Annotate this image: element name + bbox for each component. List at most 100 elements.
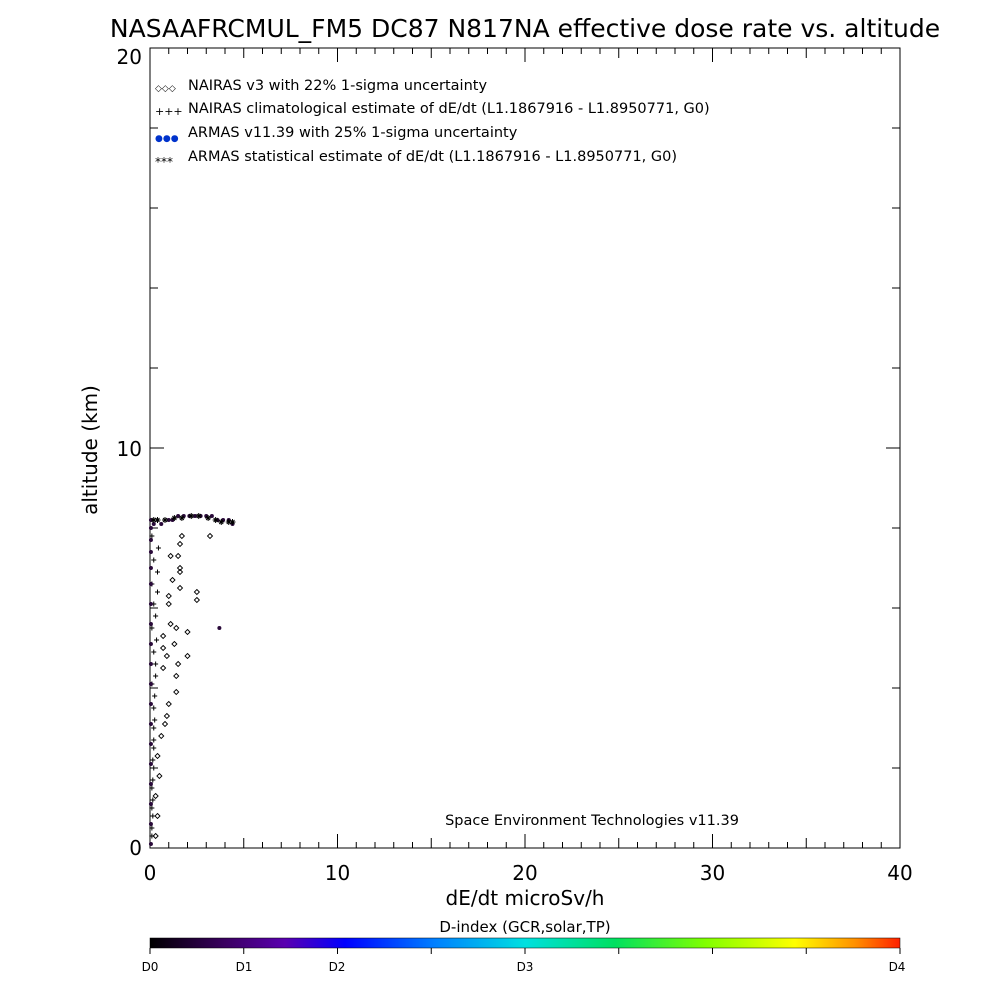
data-points [148, 513, 236, 846]
data-point-plus [150, 797, 156, 803]
data-point-asterisk [218, 519, 225, 525]
data-point-dot [148, 622, 153, 626]
data-point-plus [153, 661, 159, 667]
data-point-dot [148, 526, 153, 530]
data-point-asterisk [171, 515, 178, 521]
data-point-plus [154, 637, 160, 643]
data-point-dot [148, 762, 153, 766]
data-point-diamond [174, 552, 182, 560]
data-point-asterisk [212, 517, 219, 523]
y-tick-label-2: 20 [117, 45, 142, 69]
data-point-dot [159, 522, 164, 526]
data-point-plus [155, 545, 161, 551]
data-point-plus [151, 557, 157, 563]
data-point-plus [150, 777, 156, 783]
data-point-diamond [169, 576, 176, 584]
data-point-dot [148, 842, 153, 846]
data-point-diamond [173, 624, 180, 632]
data-point-diamond [156, 772, 163, 780]
data-point-asterisk [229, 519, 236, 525]
colorbar-title: D-index (GCR,solar,TP) [439, 918, 610, 936]
data-point-diamond [178, 532, 186, 540]
data-point-plus [149, 833, 155, 839]
data-point-diamond [159, 644, 167, 652]
data-point-diamond [206, 532, 214, 540]
data-point-plus [152, 693, 158, 699]
colorbar [149, 937, 901, 949]
data-point-dot [148, 742, 153, 746]
data-point-dot [148, 550, 153, 554]
data-point-dot [148, 702, 153, 706]
data-point-diamond [184, 652, 191, 660]
data-point-asterisk [154, 517, 161, 523]
data-point-plus [151, 705, 157, 711]
axis-ticks [149, 47, 901, 849]
data-point-diamond [159, 664, 167, 672]
data-point-diamond [193, 596, 201, 604]
legend-label-armas-v11: ARMAS v11.39 with 25% 1-sigma uncertaint… [188, 125, 518, 141]
legend: ◇◇◇ NAIRAS v3 with 22% 1-sigma uncertain… [155, 78, 710, 169]
legend-symbol-armas-v11: ●●● [155, 134, 179, 144]
data-point-diamond [152, 792, 159, 800]
plot-frame [149, 47, 901, 849]
data-point-dot [209, 514, 214, 518]
colorbar-label-d0: D0 [142, 960, 159, 974]
data-point-plus [152, 717, 158, 723]
data-point-diamond [174, 660, 182, 668]
data-point-dot [151, 522, 156, 526]
legend-symbol-armas-statistical: *** [155, 155, 173, 169]
data-point-dot [176, 514, 181, 518]
data-point-diamond [165, 700, 172, 708]
data-point-diamond [167, 620, 174, 628]
colorbar-label-d2: D2 [329, 960, 346, 974]
data-point-diamond [163, 712, 171, 720]
data-point-dot [166, 518, 171, 522]
data-point-diamond [176, 564, 184, 572]
data-point-dot [148, 602, 153, 606]
data-point-asterisk [205, 515, 212, 521]
data-point-diamond [163, 652, 171, 660]
data-point-diamond [173, 672, 180, 680]
legend-symbol-nairas-climatological: +++ [155, 105, 183, 118]
data-point-plus [153, 673, 159, 679]
data-point-dot [148, 566, 153, 570]
data-point-dot [148, 722, 153, 726]
x-axis-label: dE/dt microSv/h [446, 886, 605, 910]
data-point-dot [148, 642, 153, 646]
data-point-plus [153, 613, 159, 619]
data-point-asterisk [162, 517, 168, 523]
data-point-plus [149, 825, 155, 831]
data-point-diamond [167, 552, 174, 560]
legend-label-nairas-v3: NAIRAS v3 with 22% 1-sigma uncertainty [188, 78, 487, 94]
data-point-diamond [176, 584, 184, 592]
data-point-diamond [193, 588, 201, 596]
legend-label-armas-statistical: ARMAS statistical estimate of dE/dt (L1.… [188, 149, 677, 165]
data-point-plus [149, 785, 155, 791]
data-point-asterisk [188, 513, 195, 519]
x-tick-label-0: 0 [144, 861, 157, 885]
data-point-asterisk [225, 519, 232, 525]
data-point-dot [148, 662, 153, 666]
data-point-diamond [165, 592, 172, 600]
data-point-plus [151, 737, 157, 743]
data-point-plus [149, 805, 155, 811]
chart-title: NASAAFRCMUL_FM5 DC87 N817NA effective do… [110, 14, 940, 43]
data-point-diamond [176, 568, 184, 576]
data-point-plus [151, 649, 157, 655]
y-axis-label: altitude (km) [78, 385, 102, 515]
data-point-plus [149, 625, 155, 631]
data-point-plus [150, 813, 156, 819]
colorbar-label-d3: D3 [517, 960, 534, 974]
legend-symbol-nairas-v3: ◇◇◇ [155, 84, 176, 94]
data-point-plus [155, 589, 160, 595]
data-point-asterisk [195, 513, 202, 519]
data-point-dot [148, 822, 153, 826]
credit-text: Space Environment Technologies v11.39 [445, 813, 739, 829]
data-point-diamond [154, 812, 161, 820]
data-point-plus [151, 765, 157, 771]
data-point-diamond [171, 640, 178, 648]
data-point-dot [148, 782, 153, 786]
data-point-plus [151, 745, 157, 751]
data-point-dot [148, 582, 153, 586]
